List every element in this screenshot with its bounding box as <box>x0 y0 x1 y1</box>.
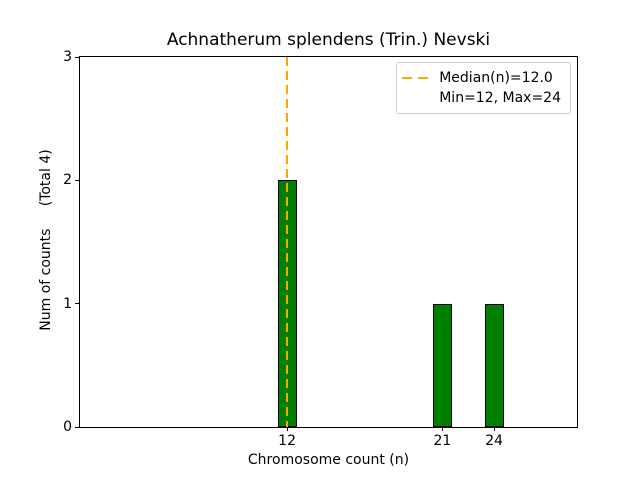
x-tick-label-21: 21 <box>433 433 452 449</box>
y-tick-label-0: 0 <box>63 419 72 435</box>
y-tick-label-1: 1 <box>63 295 72 312</box>
legend-entry-minmax: Min=12, Max=24 <box>402 88 561 108</box>
x-axis-label: Chromosome count (n) <box>247 452 410 468</box>
y-tick-mark-3 <box>75 56 79 58</box>
chart-title: Achnatherum splendens (Trin.) Nevski <box>166 30 491 50</box>
x-tick-label-24: 24 <box>485 433 504 449</box>
legend-spacer <box>402 97 428 99</box>
median-dashed-line-swatch <box>402 77 429 79</box>
x-tick-mark-12 <box>286 427 288 431</box>
y-tick-mark-2 <box>75 179 79 181</box>
x-tick-mark-24 <box>493 427 495 431</box>
legend: Median(n)=12.0 Min=12, Max=24 <box>396 62 571 114</box>
bar-n21 <box>432 303 452 427</box>
legend-entry-median: Median(n)=12.0 <box>402 68 561 88</box>
y-tick-mark-1 <box>75 303 79 305</box>
x-tick-mark-21 <box>441 427 443 431</box>
y-tick-label-2: 2 <box>63 172 72 189</box>
y-tick-label-3: 3 <box>63 49 72 65</box>
y-tick-mark-0 <box>75 426 79 428</box>
bar-n24 <box>484 303 504 427</box>
legend-label-minmax: Min=12, Max=24 <box>439 90 561 106</box>
x-tick-label-12: 12 <box>278 433 296 449</box>
median-line <box>286 57 289 427</box>
legend-label-median: Median(n)=12.0 <box>439 70 553 86</box>
